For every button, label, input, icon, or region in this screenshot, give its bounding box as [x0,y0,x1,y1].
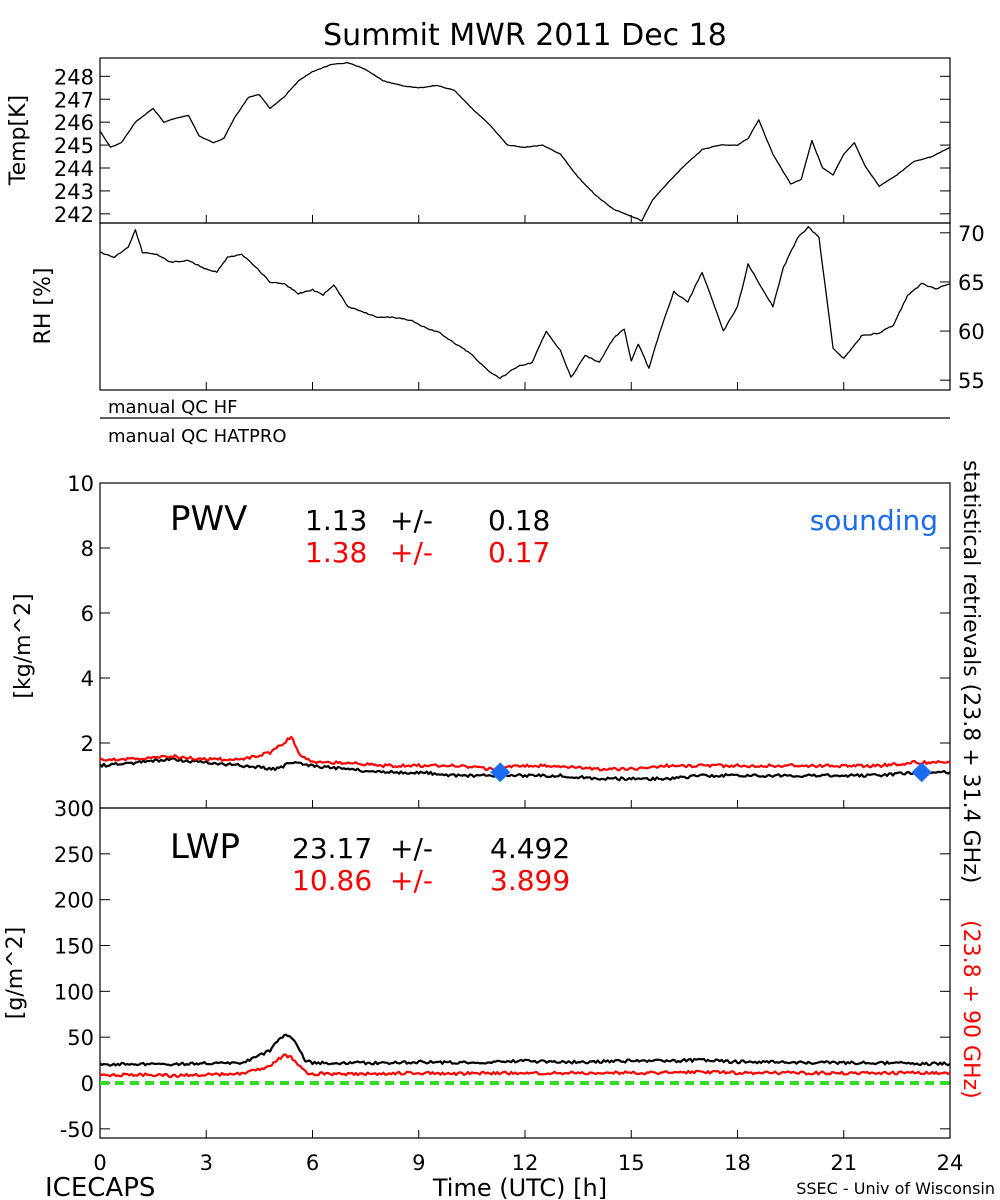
sounding-marker [911,762,932,783]
temp-ylabel: Temp[K] [6,95,31,186]
y-tick-label: 65 [958,271,985,295]
pwv-black-pm: +/- [390,504,433,537]
footer-right: SSEC - Univ of Wisconsin [796,1179,995,1198]
qc-hf-label: manual QC HF [108,397,237,418]
PWV-series-1 [99,735,951,772]
lwp-black-std: 4.492 [490,832,570,865]
y-tick-label: 8 [81,537,94,561]
rh-ylabel: RH [%] [31,268,56,345]
sounding-marker [490,762,511,783]
temperature-series-0 [99,62,951,222]
pwv-ylabel: [kg/m^2] [11,593,36,698]
x-tick-label: 6 [306,1151,319,1175]
x-tick-label: 24 [937,1151,964,1175]
right-label-black: statistical retrievals (23.8 + 31.4 GHz) [958,460,983,883]
lwp-red-std: 3.899 [490,864,570,897]
y-tick-label: 245 [54,134,94,158]
x-tick-label: 12 [512,1151,539,1175]
y-tick-label: 2 [81,732,94,756]
y-tick-label: 243 [54,180,94,204]
right-label-red: (23.8 + 90 GHz) [958,920,983,1099]
y-tick-label: 6 [81,602,94,626]
relative-humidity-series-0 [99,226,951,380]
lwp-title: LWP [170,827,240,867]
y-tick-label: 244 [54,157,94,181]
x-tick-label: 9 [412,1151,425,1175]
pwv-red-pm: +/- [390,536,433,569]
y-tick-label: 0 [81,797,94,821]
y-tick-label: 60 [958,320,985,344]
LWP-series-1 [99,1053,951,1079]
chart-marks: 242243244245246247248556065700246810-500… [54,62,985,1175]
y-tick-label: 242 [54,203,94,227]
pwv-red-std: 0.17 [488,536,550,569]
x-axis-label: Time (UTC) [h] [432,1174,607,1200]
y-tick-label: 50 [67,1026,94,1050]
y-tick-label: 248 [54,65,94,89]
LWP-series-0 [99,1033,951,1067]
y-tick-label: 55 [958,369,985,393]
figure-title: Summit MWR 2011 Dec 18 [323,18,727,53]
lwp-black-pm: +/- [390,832,433,865]
x-tick-label: 18 [724,1151,751,1175]
y-tick-label: 0 [81,1072,94,1096]
lwp-black-mean: 23.17 [292,832,372,865]
y-tick-label: -50 [60,1118,94,1142]
y-tick-label: 246 [54,111,94,135]
temp-panel-frame [99,57,951,224]
pwv-title: PWV [170,499,247,539]
y-tick-label: 247 [54,88,94,112]
x-tick-label: 0 [93,1151,106,1175]
y-tick-label: 70 [958,222,985,246]
lwp-red-pm: +/- [390,864,433,897]
lwp-ylabel: [g/m^2] [3,927,28,1019]
footer-left: ICECAPS [45,1173,155,1200]
x-tick-label: 21 [830,1151,857,1175]
y-tick-label: 4 [81,667,94,691]
pwv-black-std: 0.18 [488,504,550,537]
x-tick-label: 15 [618,1151,645,1175]
sounding-legend: sounding [810,504,938,537]
pwv-black-mean: 1.13 [305,504,367,537]
y-tick-label: 200 [54,889,94,913]
PWV-series-0 [99,757,951,782]
lwp-red-mean: 10.86 [292,864,372,897]
y-tick-label: 150 [54,935,94,959]
y-tick-label: 10 [67,472,94,496]
qc-hatpro-label: manual QC HATPRO [108,426,287,447]
pwv-red-mean: 1.38 [305,536,367,569]
y-tick-label: 100 [54,980,94,1004]
y-tick-label: 300 [54,797,94,821]
x-tick-label: 3 [200,1151,213,1175]
y-tick-label: 250 [54,843,94,867]
